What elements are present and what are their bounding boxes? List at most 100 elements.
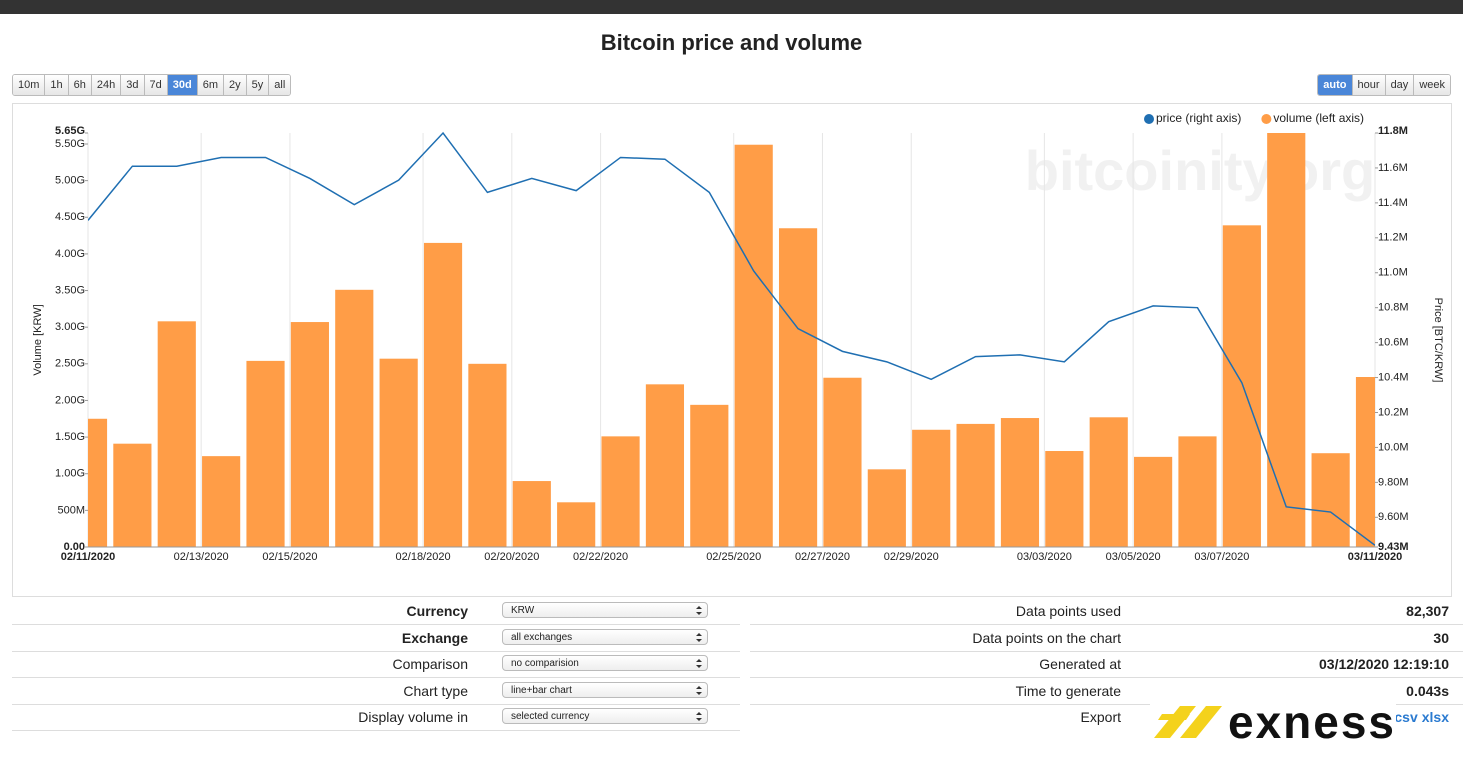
toggle-button[interactable]: 6m	[197, 75, 225, 95]
export-label: Export	[1080, 709, 1121, 725]
chart-frame	[12, 103, 1452, 597]
bar	[1178, 436, 1217, 547]
settings-row: Comparison no comparision	[12, 651, 740, 678]
y-tick-label: 10.0M	[1378, 441, 1409, 453]
stat-label: Data points on the chart	[972, 629, 1121, 646]
bar	[113, 443, 152, 547]
y-tick-label: 3.50G	[55, 284, 85, 296]
bar	[734, 144, 773, 547]
toggle-button[interactable]: all	[269, 75, 291, 95]
bar	[601, 436, 640, 547]
logo: exness	[1150, 696, 1397, 748]
legend-swatch	[1144, 114, 1154, 124]
setting-label: Chart type	[403, 682, 468, 699]
select[interactable]: selected currency	[502, 708, 708, 724]
bar	[157, 321, 196, 547]
y-tick-label: 11.4M	[1378, 197, 1408, 209]
y-tick-label: 2.00G	[55, 394, 85, 406]
y2-axis-label: Price [BTC/KRW]	[1432, 298, 1444, 383]
bar	[423, 242, 463, 547]
y-tick-label: 2.50G	[55, 358, 85, 370]
toggle-button[interactable]: week	[1414, 75, 1450, 95]
y-tick-label: 10.4M	[1378, 371, 1409, 383]
setting-label: Exchange	[401, 629, 468, 646]
y-tick-label: 11.8M	[1378, 125, 1408, 137]
bar	[557, 502, 596, 547]
export-link[interactable]: csv	[1394, 709, 1418, 725]
stats-row: Data points on the chart 30	[750, 625, 1463, 652]
stat-value: 0.043s	[1406, 682, 1449, 699]
y-tick-label: 10.2M	[1378, 406, 1409, 418]
select[interactable]: KRW	[502, 602, 708, 618]
toggle-button[interactable]: 3d	[121, 75, 145, 95]
line	[88, 131, 1375, 546]
toggle-button[interactable]: auto	[1318, 75, 1353, 95]
bar	[912, 429, 951, 547]
setting-label: Currency	[406, 603, 468, 619]
y-tick-label: 3.00G	[55, 321, 85, 333]
legend-label: volume (left axis)	[1273, 111, 1364, 125]
bar	[690, 404, 729, 547]
y-tick-label: 5.50G	[55, 138, 85, 150]
bar	[1000, 418, 1040, 547]
toggle-button[interactable]: 6h	[68, 75, 92, 95]
toggle-button[interactable]: 2y	[224, 75, 247, 95]
stats-row: Time to generate 0.043s	[750, 678, 1463, 705]
plot	[88, 131, 1375, 547]
select[interactable]: line+bar chart	[502, 681, 708, 698]
x-tick-label: 03/07/2020	[1194, 551, 1249, 563]
toggle-button[interactable]: 1h	[45, 75, 69, 95]
legend-swatch	[1261, 114, 1272, 124]
x-tick-label: 02/20/2020	[484, 551, 539, 563]
y-axis-label: Volume [KRW]	[32, 304, 44, 375]
select[interactable]: all exchanges	[502, 628, 708, 645]
bar	[468, 363, 507, 547]
setting-label: Comparison	[392, 656, 468, 672]
toggle-button[interactable]: day	[1385, 75, 1415, 95]
bar	[867, 469, 906, 547]
toggle-button[interactable]: 7d	[144, 75, 168, 95]
unit-buttons: auto hour day week	[1317, 74, 1451, 96]
x-tick-label: 02/11/2020	[61, 551, 115, 563]
y-tick-label: 0.00	[64, 541, 85, 553]
toggle-button[interactable]: 10m	[13, 75, 46, 95]
y-tick-label: 11.2M	[1378, 232, 1408, 244]
y-tick-label: 4.00G	[55, 248, 85, 260]
top-bar	[0, 0, 1463, 14]
y-tick-label: 500M	[57, 504, 85, 516]
x-tick-label: 02/15/2020	[262, 551, 317, 563]
bar	[202, 456, 241, 547]
bar	[1311, 453, 1350, 547]
range-buttons: 10m 1h 6h 24h 3d 7d 30d 6m 2y 5y all	[12, 74, 292, 96]
bar	[956, 423, 995, 547]
export-link[interactable]: xlsx	[1421, 709, 1449, 725]
bar	[823, 377, 862, 547]
toggle-button[interactable]: 24h	[91, 75, 122, 95]
y-tick-label: 1.00G	[55, 468, 85, 480]
bar	[1355, 377, 1375, 547]
bar	[1134, 456, 1173, 547]
stats-row: Data points used 82,307	[750, 598, 1463, 625]
settings-row: Chart type line+bar chart	[12, 678, 740, 705]
bar	[246, 360, 285, 547]
select[interactable]: no comparision	[502, 655, 708, 671]
y-tick-label: 11.6M	[1378, 162, 1408, 174]
chart: bitcoinity.org 02/11/2020 02/13/2020 02/15/…	[32, 111, 1444, 563]
toggle-button[interactable]: hour	[1352, 75, 1386, 95]
toggle-button[interactable]: 5y	[246, 75, 270, 95]
bar	[335, 289, 374, 547]
bar	[88, 418, 108, 547]
bar	[778, 228, 818, 547]
y-tick-label: 10.6M	[1378, 337, 1409, 349]
y-tick-label: 1.50G	[55, 431, 85, 443]
x-tick-label: 02/18/2020	[396, 551, 451, 563]
export-links: csv xlsx	[1394, 709, 1449, 725]
settings-row: Currency KRW	[12, 598, 740, 625]
logo-text: exness	[1228, 696, 1397, 748]
y-tick-label: 4.50G	[55, 211, 85, 223]
toggle-button[interactable]: 30d	[167, 75, 198, 95]
x-tick-label: 02/29/2020	[884, 551, 939, 563]
y-tick-label: 11.0M	[1378, 267, 1408, 279]
watermark: bitcoinity.org	[1025, 139, 1376, 202]
